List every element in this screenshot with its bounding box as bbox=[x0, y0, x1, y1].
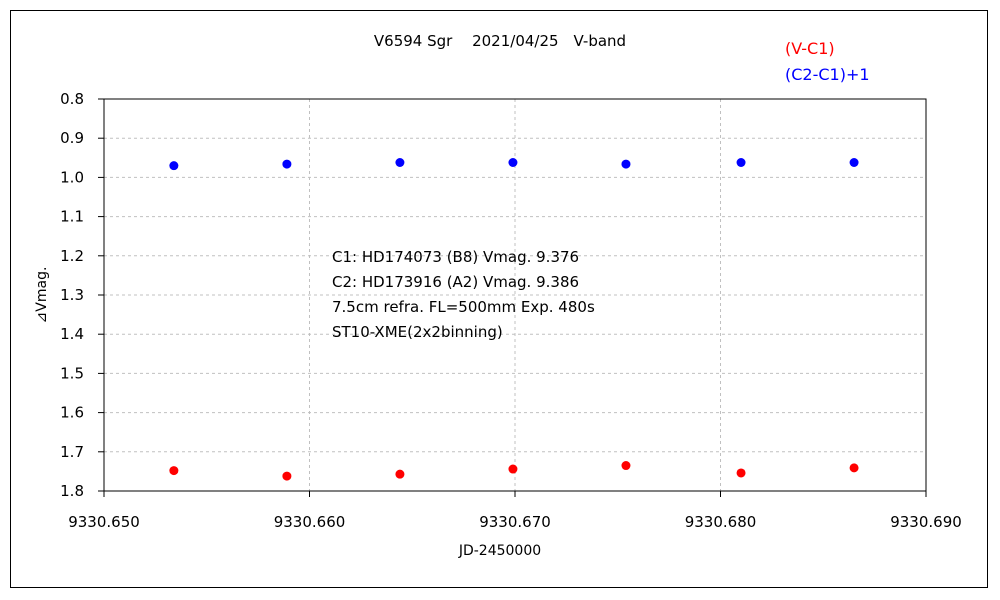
x-tick-label: 9330.670 bbox=[479, 513, 551, 531]
y-tick-label: 1.8 bbox=[60, 482, 84, 500]
data-point-v-c1 bbox=[169, 466, 179, 476]
data-point-v-c1 bbox=[395, 469, 405, 479]
data-point-c2-c1 bbox=[282, 159, 292, 169]
y-tick-label: 1.0 bbox=[60, 168, 84, 186]
y-tick-label: 1.6 bbox=[60, 404, 84, 422]
legend-entry-v-c1: (V-C1) bbox=[785, 39, 835, 58]
data-point-c2-c1 bbox=[508, 158, 518, 168]
y-tick-label: 1.3 bbox=[60, 286, 84, 304]
x-axis: 9330.650 9330.660 9330.670 9330.680 9330.690 bbox=[68, 491, 962, 531]
x-tick-label: 9330.650 bbox=[68, 513, 140, 531]
y-axis-label: ⊿Vmag. bbox=[34, 267, 50, 324]
data-point-c2-c1 bbox=[395, 158, 405, 168]
y-tick-label: 1.1 bbox=[60, 208, 84, 226]
annotation-c2: C2: HD173916 (A2) Vmag. 9.386 bbox=[332, 273, 579, 291]
data-point-c2-c1 bbox=[849, 158, 859, 168]
data-point-v-c1 bbox=[282, 471, 292, 481]
data-point-c2-c1 bbox=[621, 159, 631, 169]
y-tick-label: 1.5 bbox=[60, 364, 84, 382]
y-axis: 0.8 0.9 1.0 1.1 1.2 1.3 1.4 1.5 1.6 1.7 1.8 bbox=[60, 90, 104, 500]
info-annotation: C1: HD174073 (B8) Vmag. 9.376 C2: HD1739… bbox=[332, 248, 595, 341]
chart-frame bbox=[10, 10, 988, 588]
data-point-v-c1 bbox=[736, 468, 746, 478]
legend-entry-c2-c1: (C2-C1)+1 bbox=[785, 65, 870, 84]
y-tick-label: 1.7 bbox=[60, 443, 84, 461]
annotation-camera: ST10-XME(2x2binning) bbox=[332, 323, 503, 341]
data-point-v-c1 bbox=[621, 461, 631, 471]
x-tick-label: 9330.660 bbox=[274, 513, 346, 531]
x-axis-label: JD-2450000 bbox=[458, 543, 541, 559]
data-point-v-c1 bbox=[849, 463, 859, 473]
data-point-c2-c1 bbox=[169, 161, 179, 171]
grid-lines bbox=[104, 99, 926, 491]
annotation-c1: C1: HD174073 (B8) Vmag. 9.376 bbox=[332, 248, 579, 266]
x-tick-label: 9330.680 bbox=[685, 513, 757, 531]
y-tick-label: 1.2 bbox=[60, 247, 84, 265]
y-tick-label: 0.8 bbox=[60, 90, 84, 108]
data-point-v-c1 bbox=[508, 464, 518, 474]
data-points bbox=[169, 158, 859, 481]
annotation-telescope: 7.5cm refra. FL=500mm Exp. 480s bbox=[332, 298, 595, 316]
y-tick-label: 0.9 bbox=[60, 129, 84, 147]
x-tick-label: 9330.690 bbox=[890, 513, 962, 531]
data-point-c2-c1 bbox=[736, 158, 746, 168]
y-tick-label: 1.4 bbox=[60, 325, 84, 343]
chart-title: V6594 Sgr 2021/04/25 V-band bbox=[374, 32, 626, 50]
